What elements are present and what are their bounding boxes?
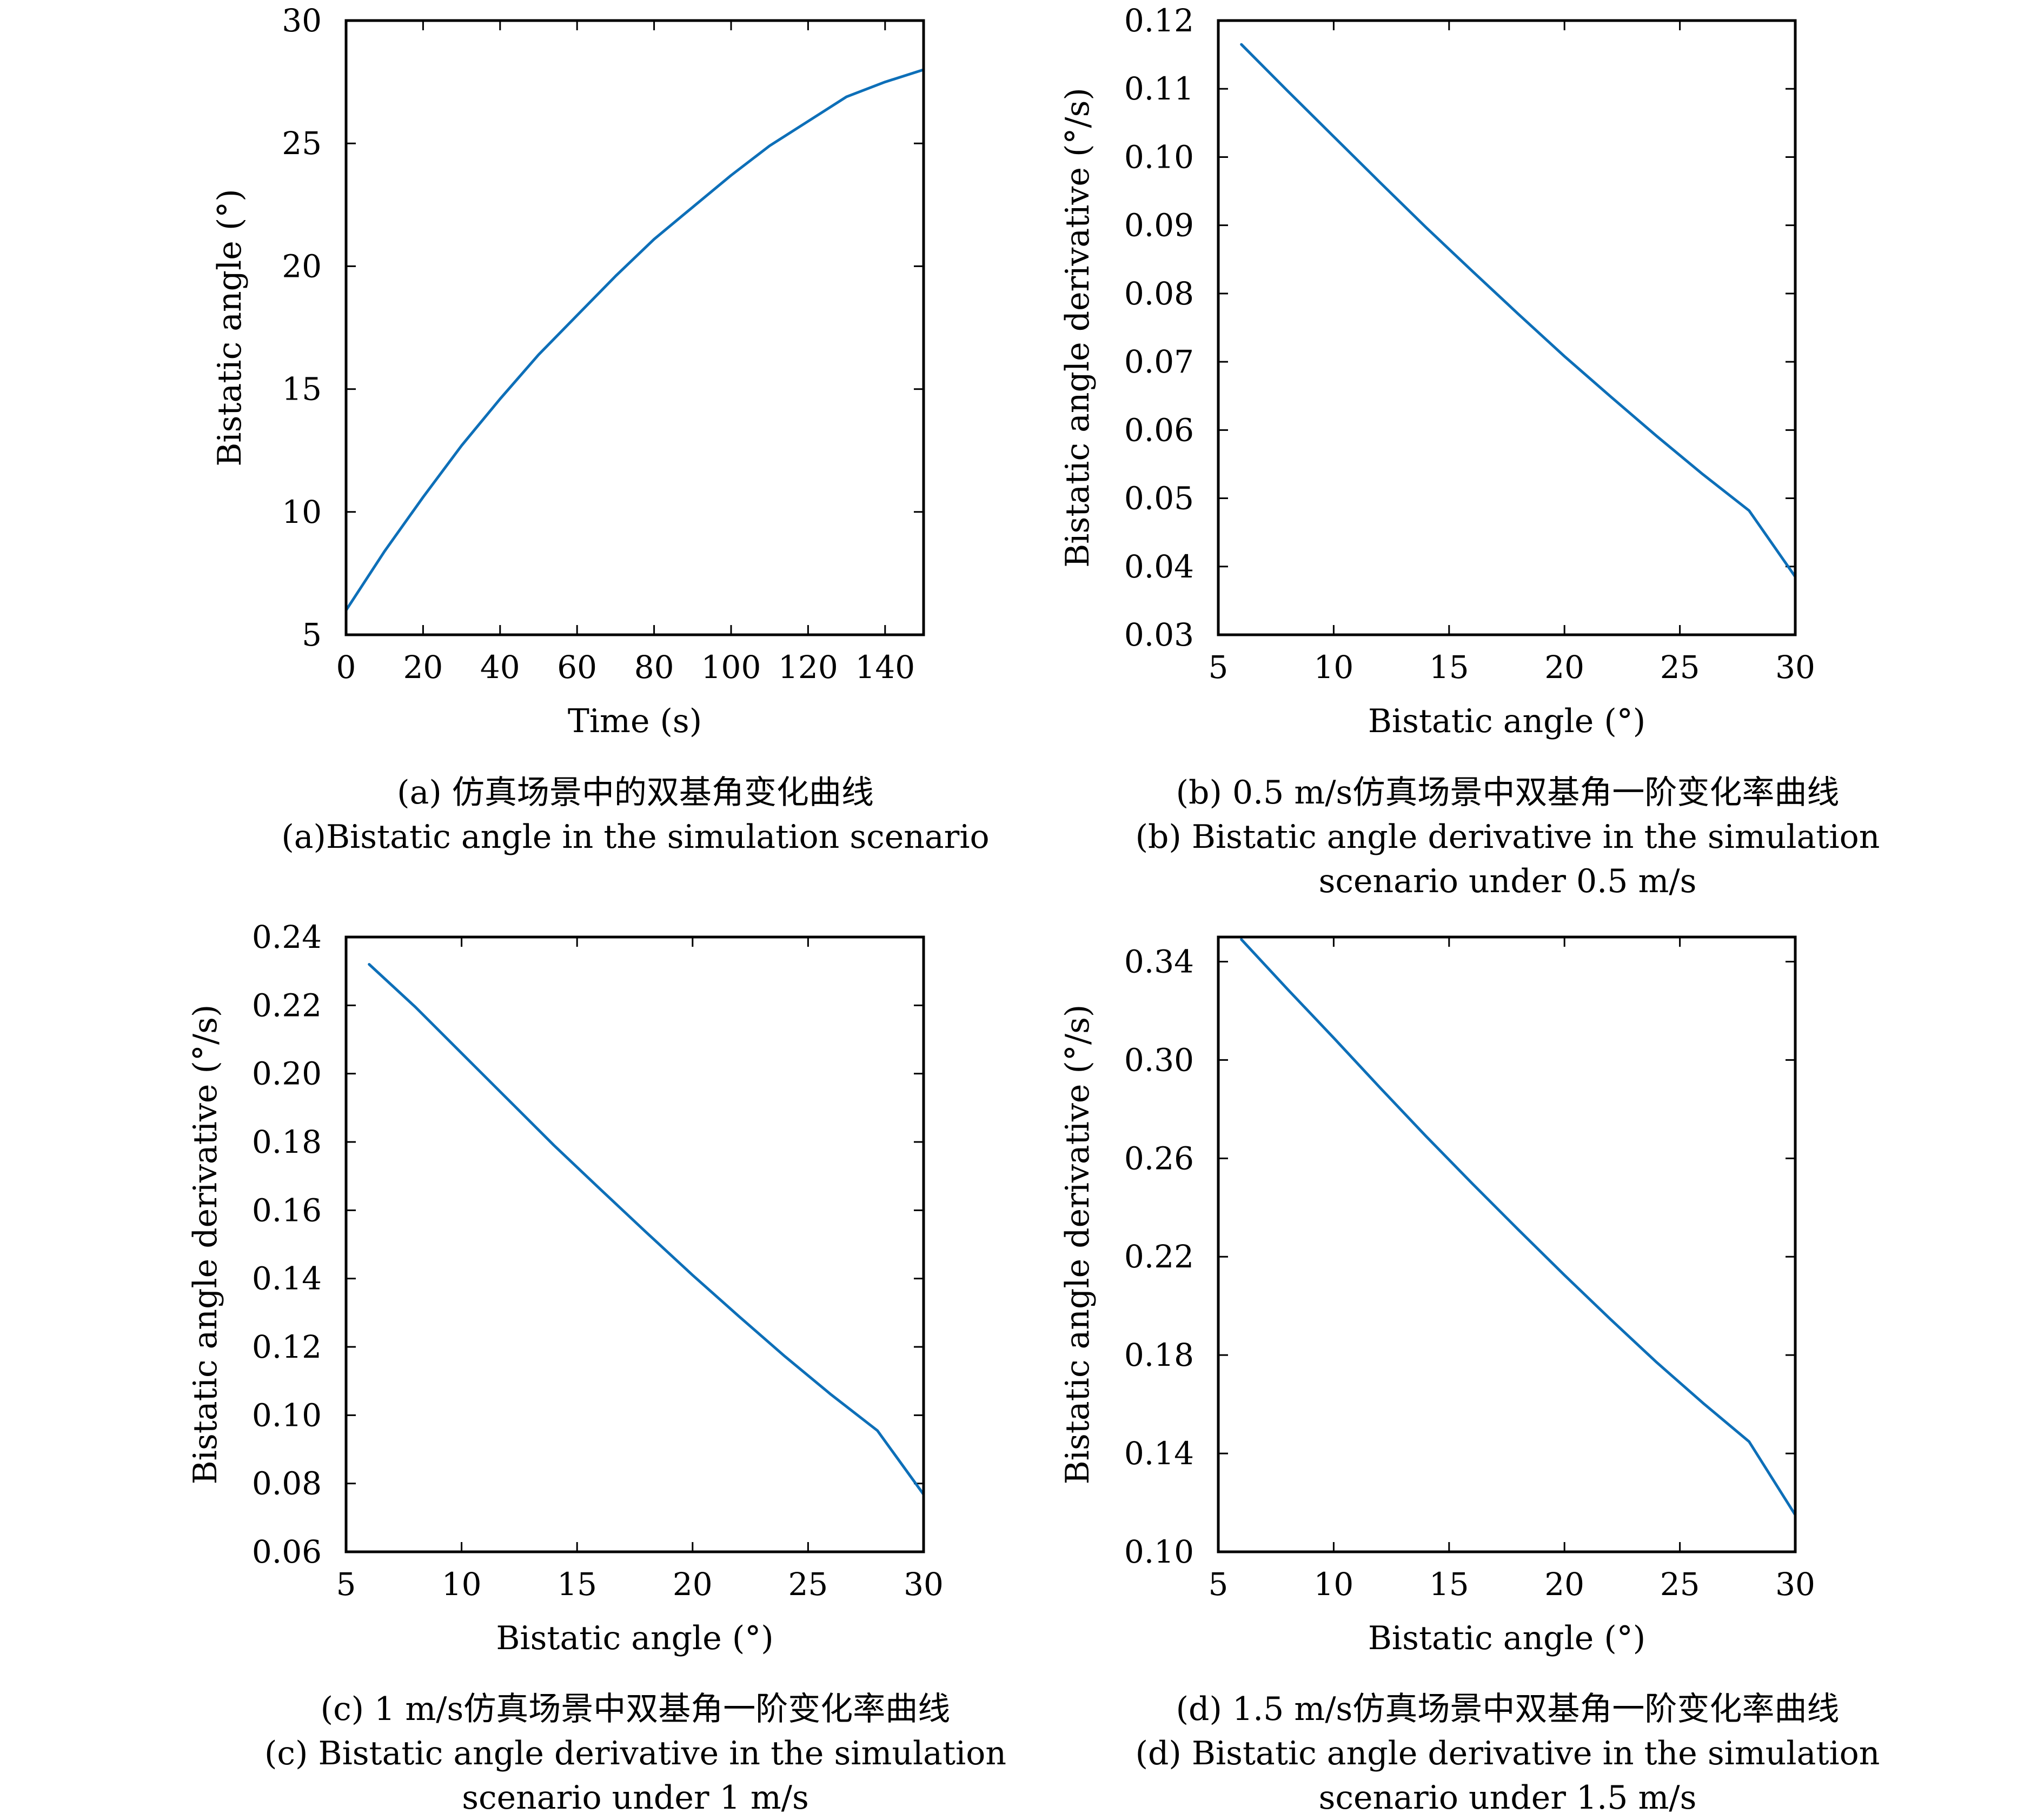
y-tick-label: 10	[282, 494, 322, 530]
x-tick-label: 5	[336, 1566, 356, 1603]
y-tick-label: 0.14	[1124, 1435, 1194, 1472]
caption-d-chinese: (d) 1.5 m/s仿真场景中双基角一阶变化率曲线	[1176, 1690, 1840, 1728]
y-tick-label: 0.09	[1124, 207, 1194, 244]
x-tick-label: 10	[1313, 1566, 1353, 1603]
caption-a-chinese: (a) 仿真场景中的双基角变化曲线	[397, 774, 874, 812]
x-tick-label: 20	[1544, 1566, 1584, 1603]
y-tick-label: 0.07	[1124, 343, 1194, 380]
x-axis-label-b: Bistatic angle (°)	[1368, 702, 1645, 740]
x-tick-label: 20	[673, 1566, 713, 1603]
x-axis-label-c: Bistatic angle (°)	[496, 1619, 773, 1657]
y-tick-label: 0.11	[1124, 70, 1194, 107]
y-tick-label: 0.10	[1124, 138, 1194, 175]
y-tick-label: 0.24	[252, 919, 322, 955]
y-tick-label: 0.06	[252, 1533, 322, 1570]
y-tick-label: 0.12	[252, 1329, 322, 1365]
data-series-line-c	[368, 963, 925, 1496]
caption-a: (a) 仿真场景中的双基角变化曲线 (a)Bistatic angle in t…	[176, 770, 1095, 859]
caption-d-english-line1: (d) Bistatic angle derivative in the sim…	[1135, 1735, 1880, 1772]
y-tick-label: 0.26	[1124, 1140, 1194, 1177]
y-tick-label: 0.20	[252, 1055, 322, 1092]
y-tick-label: 0.30	[1124, 1041, 1194, 1078]
data-series-line-a	[344, 68, 925, 612]
x-tick-label: 140	[855, 649, 915, 686]
plot-frame-d	[1217, 935, 1797, 1553]
x-tick-label: 20	[1544, 649, 1584, 686]
x-tick-label: 15	[1429, 1566, 1469, 1603]
x-tick-label: 25	[788, 1566, 828, 1603]
caption-a-english: (a)Bistatic angle in the simulation scen…	[281, 818, 990, 856]
y-axis-label-c: Bistatic angle derivative (°/s)	[187, 1005, 224, 1485]
chart-panel-b: 5 10 15 20 25 30 0.03 0.04 0.05 0.06 0.07 0.08 0.09 0…	[1059, 2, 1815, 740]
caption-d: (d) 1.5 m/s仿真场景中双基角一阶变化率曲线 (d) Bistatic …	[1048, 1687, 1967, 1820]
y-tick-label: 0.22	[1124, 1238, 1194, 1275]
x-tick-label: 5	[1209, 1566, 1229, 1603]
data-series-line-b	[1240, 43, 1797, 579]
y-tick-label: 0.12	[1124, 2, 1194, 39]
plot-frame-c	[344, 935, 925, 1553]
y-tick-label: 0.05	[1124, 480, 1194, 517]
plot-frame-b	[1217, 19, 1797, 636]
y-tick-label: 25	[282, 125, 322, 162]
x-tick-label: 30	[1775, 1566, 1815, 1603]
x-tick-label: 60	[557, 649, 597, 686]
y-tick-label: 0.10	[252, 1397, 322, 1433]
y-tick-label: 0.34	[1124, 943, 1194, 980]
x-tick-label: 25	[1660, 1566, 1700, 1603]
x-tick-label: 80	[634, 649, 674, 686]
x-tick-label: 10	[442, 1566, 482, 1603]
y-tick-label: 20	[282, 248, 322, 284]
y-tick-label: 5	[302, 616, 322, 653]
chart-panel-a: 0 20 40 60 80 100 120 140 5 10 15 20 25 30 Time (s) Bis…	[211, 2, 925, 740]
caption-b-chinese: (b) 0.5 m/s仿真场景中双基角一阶变化率曲线	[1176, 774, 1840, 812]
x-tick-label: 100	[701, 649, 761, 686]
plot-frame-a	[344, 19, 925, 636]
x-tick-label: 5	[1209, 649, 1229, 686]
x-tick-label: 15	[1429, 649, 1469, 686]
caption-c-english-line1: (c) Bistatic angle derivative in the sim…	[264, 1735, 1007, 1772]
x-axis-label-a: Time (s)	[568, 702, 702, 740]
x-tick-label: 40	[480, 649, 520, 686]
x-tick-label: 30	[1775, 649, 1815, 686]
y-tick-label: 0.18	[252, 1124, 322, 1160]
x-tick-label: 10	[1313, 649, 1353, 686]
y-axis-label-d: Bistatic angle derivative (°/s)	[1059, 1005, 1097, 1485]
caption-c: (c) 1 m/s仿真场景中双基角一阶变化率曲线 (c) Bistatic an…	[176, 1687, 1095, 1820]
y-tick-label: 0.06	[1124, 411, 1194, 448]
data-series-line-d	[1240, 938, 1797, 1517]
y-tick-label: 0.14	[252, 1260, 322, 1297]
caption-b-english-line2: scenario under 0.5 m/s	[1318, 862, 1697, 900]
y-axis-label-a: Bistatic angle (°)	[211, 189, 249, 466]
y-tick-label: 0.22	[252, 987, 322, 1024]
caption-c-chinese: (c) 1 m/s仿真场景中双基角一阶变化率曲线	[320, 1690, 951, 1728]
y-tick-label: 0.08	[1124, 275, 1194, 312]
y-tick-label: 0.03	[1124, 616, 1194, 653]
y-tick-label: 0.08	[252, 1465, 322, 1502]
y-tick-label: 30	[282, 2, 322, 39]
y-tick-label: 0.04	[1124, 548, 1194, 585]
x-tick-label: 30	[904, 1566, 944, 1603]
x-tick-label: 15	[557, 1566, 597, 1603]
caption-b: (b) 0.5 m/s仿真场景中双基角一阶变化率曲线 (b) Bistatic …	[1048, 770, 1967, 904]
x-tick-label: 120	[778, 649, 838, 686]
x-tick-label: 20	[403, 649, 443, 686]
x-tick-label: 25	[1660, 649, 1700, 686]
caption-c-english-line2: scenario under 1 m/s	[462, 1779, 809, 1817]
caption-d-english-line2: scenario under 1.5 m/s	[1318, 1779, 1697, 1817]
x-tick-label: 0	[336, 649, 356, 686]
y-axis-label-b: Bistatic angle derivative (°/s)	[1059, 88, 1097, 568]
x-axis-label-d: Bistatic angle (°)	[1368, 1619, 1645, 1657]
chart-panel-d: 5 10 15 20 25 30 0.10 0.14 0.18 0.22 0.26 0.30 0.34 B…	[1059, 935, 1815, 1657]
y-tick-label: 0.18	[1124, 1337, 1194, 1373]
y-tick-label: 15	[282, 371, 322, 408]
y-tick-label: 0.10	[1124, 1533, 1194, 1570]
caption-b-english-line1: (b) Bistatic angle derivative in the sim…	[1135, 818, 1880, 856]
y-tick-label: 0.16	[252, 1192, 322, 1228]
chart-panel-c: 5 10 15 20 25 30 0.06 0.08 0.10 0.12 0.14 0.16 0.18 0…	[187, 919, 944, 1657]
